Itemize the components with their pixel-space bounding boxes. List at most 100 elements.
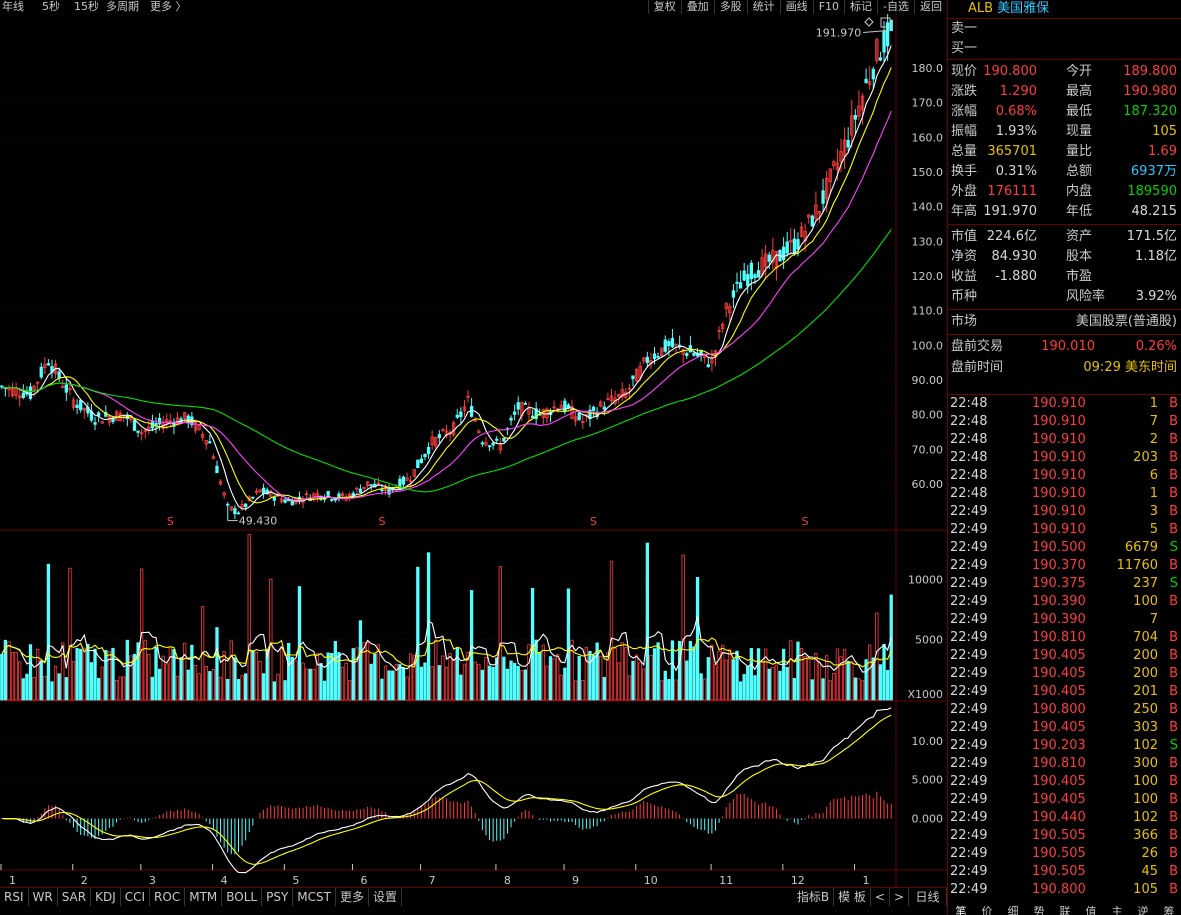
quote-label: 总量 [951, 144, 978, 159]
indicator-boll[interactable]: BOLL [222, 888, 263, 906]
indicator-mtm[interactable]: MTM [185, 888, 223, 906]
indicator-settings[interactable]: 设置 [369, 888, 403, 906]
volume-bar [824, 655, 829, 701]
panel-tab[interactable]: 主 [1111, 906, 1123, 915]
stock-chart[interactable]: 180.0170.0160.0150.0140.0130.0120.0110.0… [0, 14, 947, 887]
panel-tab[interactable]: 联 [1059, 906, 1071, 915]
month-label: 5 [292, 874, 299, 887]
indicator-psy[interactable]: PSY [262, 888, 294, 906]
volume-bar [677, 641, 682, 701]
draw-line-button[interactable]: 画线 [779, 0, 813, 14]
volume-bar [365, 642, 370, 701]
volume-bar [208, 671, 212, 701]
candle-body [236, 512, 241, 515]
panel-tab[interactable]: 价 [981, 906, 993, 915]
f10-button[interactable]: F10 [812, 0, 844, 14]
volume-bar [670, 640, 675, 701]
candle-body [380, 489, 384, 492]
stats-button[interactable]: 统计 [746, 0, 780, 14]
volume-bar [412, 655, 416, 701]
trade-tick-row: 22:49 190.800 250 B [948, 701, 1181, 719]
indicator-wr[interactable]: WR [29, 888, 58, 906]
volume-bar [46, 563, 51, 701]
scroll-left-button[interactable]: < [871, 888, 890, 906]
period-yearly[interactable]: 年线 [2, 0, 24, 13]
tick-time: 22:49 [950, 612, 988, 627]
tick-side: B [1169, 414, 1178, 429]
quote-row: 涨跌 1.290 最高 190.980 [948, 82, 1181, 102]
candle-body [810, 215, 814, 227]
indicator-more[interactable]: 更多 [336, 888, 369, 906]
candle-body [226, 503, 230, 506]
tick-volume: 201 [1133, 684, 1158, 699]
tick-time: 22:48 [950, 396, 988, 411]
tick-price: 190.500 [1032, 540, 1086, 555]
volume-bar [885, 670, 890, 701]
candle-body [401, 476, 406, 485]
adjust-button[interactable]: 复权 [647, 0, 681, 14]
candle-body [642, 357, 646, 362]
volume-bar [10, 651, 15, 701]
period-15s[interactable]: 15秒 [74, 0, 99, 13]
panel-tab[interactable]: 细 [1007, 906, 1019, 915]
fundamental-row: 收益 -1.880 市盈 [948, 267, 1181, 287]
multi-stock-button[interactable]: 多股 [713, 0, 747, 14]
trade-tick-row: 22:49 190.405 100 B [948, 773, 1181, 791]
candle-body [473, 419, 477, 422]
period-day-label[interactable]: 日线 [909, 888, 947, 906]
candle-body [68, 388, 72, 391]
back-button[interactable]: 返回 [914, 0, 947, 14]
volume-bar [215, 627, 219, 701]
trade-tick-row: 22:49 190.505 366 B [948, 827, 1181, 845]
indicator-cci[interactable]: CCI [121, 888, 151, 906]
tick-price: 190.800 [1032, 882, 1086, 897]
remove-watchlist-button[interactable]: -自选 [877, 0, 914, 14]
quote-row: 涨幅 0.68% 最低 187.320 [948, 102, 1181, 122]
indicator-mcst[interactable]: MCST [293, 888, 336, 906]
volume-bar [0, 654, 4, 701]
volume-bar [351, 648, 355, 701]
volume-bar [484, 656, 488, 701]
indicator-rsi[interactable]: RSI [0, 888, 29, 906]
trade-ticks[interactable]: 22:48 190.910 1 B 22:48 190.910 7 B 22:48 190.910… [948, 394, 1181, 899]
tick-side: B [1169, 486, 1178, 501]
candle-body [523, 403, 528, 405]
volume-bar [140, 568, 144, 701]
volume-bar [154, 646, 158, 701]
tick-time: 22:49 [950, 756, 988, 771]
volume-bar [269, 578, 273, 701]
period-5s[interactable]: 5秒 [42, 0, 60, 13]
panel-tabs: 笔价细势联值主逆筹 [948, 906, 1181, 915]
volume-axis-label: 5000 [915, 634, 943, 647]
candle-body [885, 22, 890, 47]
fundamental-row: 净资 84.930 股本 1.18亿 [948, 247, 1181, 267]
panel-tab[interactable]: 势 [1033, 906, 1045, 915]
period-more[interactable]: 更多 〉 [150, 0, 187, 13]
indicator-b-button[interactable]: 指标B [793, 888, 835, 906]
indicator-roc[interactable]: ROC [150, 888, 186, 906]
price-axis-label: 140.0 [912, 201, 944, 214]
panel-tab[interactable]: 笔 [955, 906, 967, 915]
template-button[interactable]: 模 板 [834, 888, 871, 906]
candle-body [817, 211, 822, 214]
candle-body [871, 68, 875, 80]
scroll-right-button[interactable]: > [890, 888, 909, 906]
quote-label: 振幅 [951, 124, 978, 139]
panel-tab[interactable]: 逆 [1137, 906, 1149, 915]
volume-bar [333, 641, 337, 701]
panel-tab[interactable]: 值 [1085, 906, 1097, 915]
period-multi[interactable]: 多周期 [106, 0, 139, 13]
candle-body [717, 329, 721, 332]
panel-tab[interactable]: 筹 [1163, 906, 1175, 915]
indicator-sar[interactable]: SAR [58, 888, 92, 906]
mark-button[interactable]: 标记 [844, 0, 877, 14]
indicator-kdj[interactable]: KDJ [91, 888, 121, 906]
volume-bar [613, 647, 617, 701]
overlay-button[interactable]: 叠加 [680, 0, 714, 14]
trade-tick-row: 22:49 190.910 5 B [948, 521, 1181, 539]
month-label: 2 [81, 874, 88, 887]
candle-body [290, 500, 294, 506]
market-row: 市场 美国股票(普通股) [948, 310, 1181, 334]
volume-bar [312, 669, 316, 701]
candle-body [516, 402, 520, 410]
